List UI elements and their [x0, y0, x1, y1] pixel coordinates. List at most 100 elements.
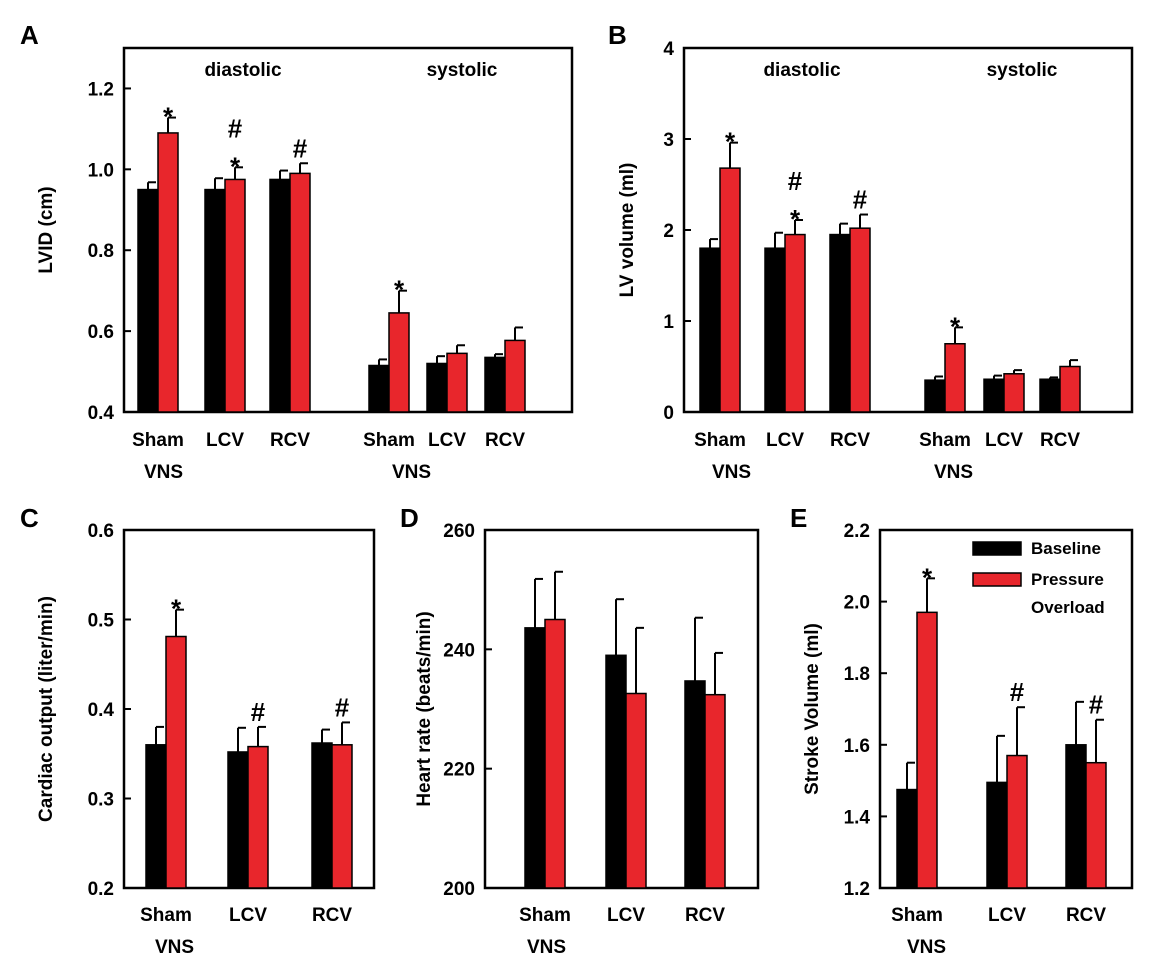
bar-pressure-overload-lcv [224, 178, 246, 413]
significance-hash: # [293, 133, 308, 163]
x-category-label: Sham [919, 430, 971, 451]
bar-pressure-overload-rcv [704, 693, 726, 889]
y-axis-title: Cardiac output (liter/min) [36, 596, 57, 822]
y-tick-label: 1.4 [844, 807, 871, 828]
x-category-label: LCV [988, 905, 1026, 926]
significance-asterisk: * [171, 594, 182, 624]
y-axis-title: Heart rate (beats/min) [414, 611, 435, 806]
y-tick-label: 1.6 [844, 736, 870, 757]
x-category-label: Sham [694, 430, 746, 451]
y-tick-label: 220 [443, 760, 475, 781]
group-label-diastolic: diastolic [763, 60, 841, 81]
significance-hash: # [335, 692, 350, 722]
legend-swatch-pressure-overload [972, 572, 1022, 587]
y-tick-label: 0.4 [88, 700, 115, 721]
bar-baseline-rcv [484, 356, 506, 413]
bar-baseline-rcv [311, 742, 333, 889]
y-tick-label: 0.8 [88, 241, 114, 262]
bar-baseline-rcv [1065, 744, 1087, 889]
plot-frame [682, 46, 1134, 414]
y-tick-label: 1.0 [88, 160, 114, 181]
y-tick-label: 2.2 [844, 521, 870, 542]
bar-baseline-rcv [269, 178, 291, 413]
x-category-label: LCV [607, 905, 645, 926]
y-tick-label: 1 [663, 312, 674, 333]
panel-b: B 0 1 2 3 4 LV volume (ml) diastolic systolic Sha… [608, 20, 1134, 483]
significance-hash: # [251, 697, 266, 727]
y-tick-label: 240 [443, 640, 475, 661]
bar-baseline-lcv [227, 751, 249, 889]
bar-baseline-lcv [986, 781, 1008, 889]
x-category-label: RCV [485, 430, 525, 451]
x-category-label: RCV [1040, 430, 1080, 451]
vns-label: VNS [907, 937, 946, 958]
legend-label-pressure: Pressure [1031, 570, 1104, 589]
bar-baseline-sham [145, 744, 167, 889]
bar-pressure-overload-sham [916, 611, 938, 889]
bar-pressure-overload-lcv [247, 745, 269, 889]
y-tick-label: 1.2 [844, 879, 870, 900]
legend: Baseline Pressure Overload [972, 539, 1105, 617]
x-category-label: RCV [312, 905, 352, 926]
y-tick-label: 0 [663, 403, 674, 424]
y-axis-title: LVID (cm) [36, 186, 57, 273]
significance-asterisk: * [394, 275, 405, 305]
vns-label: VNS [712, 462, 751, 483]
significance-asterisk: * [230, 151, 241, 181]
bar-baseline-sham [699, 247, 721, 413]
bar-baseline-lcv [764, 247, 786, 413]
y-axis-title: Stroke Volume (ml) [802, 623, 823, 795]
y-tick-label: 2 [663, 221, 674, 242]
bar-baseline-sham [137, 188, 159, 413]
x-category-label: RCV [1066, 905, 1106, 926]
y-tick-label: 0.2 [88, 879, 114, 900]
x-category-label: Sham [891, 905, 943, 926]
bar-baseline-lcv [605, 654, 627, 889]
legend-swatch-baseline [972, 541, 1022, 556]
bar-baseline-lcv [426, 362, 448, 413]
bar-pressure-overload-lcv [1003, 373, 1025, 413]
bar-pressure-overload-rcv [289, 172, 311, 413]
bar-pressure-overload-sham [944, 343, 966, 413]
bar-pressure-overload-lcv [784, 233, 806, 413]
x-category-label: LCV [206, 430, 244, 451]
bar-pressure-overload-rcv [331, 744, 353, 889]
bar-pressure-overload-rcv [1085, 761, 1107, 889]
significance-hash: # [1010, 677, 1025, 707]
bar-baseline-sham [368, 364, 390, 413]
panel-letter: D [400, 503, 419, 533]
bar-pressure-overload-rcv [1059, 365, 1081, 413]
significance-asterisk: * [163, 102, 174, 132]
bar-pressure-overload-sham [719, 167, 741, 413]
bar-pressure-overload-sham [388, 312, 410, 413]
panel-letter: E [790, 503, 807, 533]
vns-label: VNS [144, 462, 183, 483]
significance-hash: # [1089, 690, 1104, 720]
vns-label: VNS [934, 462, 973, 483]
bar-pressure-overload-sham [544, 618, 566, 889]
x-category-label: Sham [140, 905, 192, 926]
y-tick-label: 2.0 [844, 593, 870, 614]
group-label-systolic: systolic [987, 60, 1058, 81]
bar-pressure-overload-rcv [504, 339, 526, 413]
y-axis-title: LV volume (ml) [617, 163, 638, 298]
x-category-label: RCV [830, 430, 870, 451]
x-category-label: RCV [685, 905, 725, 926]
x-category-label: RCV [270, 430, 310, 451]
vns-label: VNS [155, 937, 194, 958]
y-tick-label: 260 [443, 521, 475, 542]
panel-letter: B [608, 20, 627, 50]
y-tick-label: 0.4 [88, 403, 115, 424]
bar-baseline-sham [896, 788, 918, 889]
x-category-label: LCV [985, 430, 1023, 451]
legend-label-baseline: Baseline [1031, 539, 1101, 558]
y-tick-label: 0.6 [88, 322, 114, 343]
bar-baseline-lcv [983, 378, 1005, 413]
bar-baseline-rcv [829, 233, 851, 413]
significance-asterisk: * [922, 562, 933, 592]
significance-hash: # [853, 185, 868, 215]
significance-hash: # [228, 113, 243, 143]
panel-letter: A [20, 20, 39, 50]
bar-baseline-lcv [204, 188, 226, 413]
